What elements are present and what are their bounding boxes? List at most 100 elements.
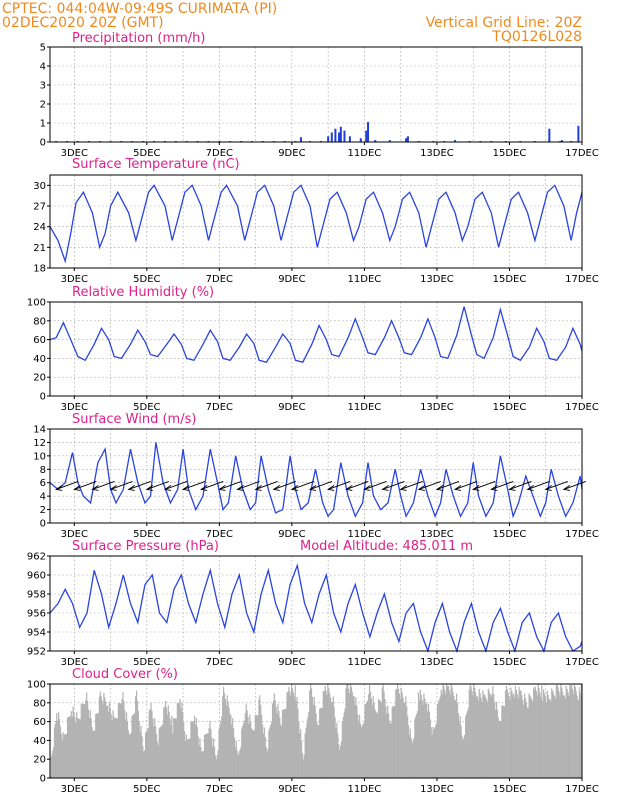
cloud-bar [259, 695, 261, 778]
cloud-bar [278, 710, 280, 778]
cloud-bar [209, 720, 211, 778]
cloud-bar [305, 727, 307, 778]
wind-arrowhead [109, 485, 117, 491]
cloud-bar [545, 702, 547, 778]
cloud-bar [314, 705, 316, 778]
cloud-bar [210, 729, 212, 778]
cloud-bar [332, 696, 334, 778]
cloud-bar [238, 752, 240, 778]
cloud-bar [369, 691, 372, 778]
cloud-bar [538, 688, 540, 778]
cloud-bar [319, 708, 322, 778]
cloud-bar [50, 776, 52, 778]
cloud-bar [102, 704, 104, 778]
cloud-bar [130, 732, 132, 778]
cloud-bar [354, 704, 356, 778]
cloud-bar [296, 696, 298, 778]
cloud-bar [216, 754, 218, 778]
cloud-bar [451, 687, 453, 778]
wind-arrow [291, 481, 315, 490]
cloud-bar [109, 707, 111, 778]
cloud-bar [379, 701, 382, 778]
cloud-bar [381, 687, 383, 778]
pressure-xtick-label: 11DEC [348, 657, 382, 668]
cloud-bar [470, 686, 472, 778]
cloud-bar [222, 695, 224, 778]
cloud-bar [175, 718, 178, 778]
cloud-bar [359, 723, 362, 778]
humidity-xtick-label: 9DEC [278, 402, 305, 413]
precipitation-xtick-label: 13DEC [420, 148, 454, 159]
cloud-bar [211, 737, 213, 778]
wind-arrow [473, 481, 496, 490]
cloud-bar [431, 734, 433, 778]
cloud-bar [265, 746, 267, 778]
cloud-bar [428, 711, 430, 778]
cloud-bar [325, 690, 327, 778]
cloud-bar [81, 703, 83, 778]
cloud-bar [580, 684, 582, 778]
cloud-bar [328, 688, 330, 778]
cloud-bar [72, 706, 74, 778]
cloud-bar [368, 685, 371, 778]
cloud-bar [248, 723, 250, 778]
cloud-bar [149, 709, 151, 778]
cloud-bar [473, 684, 475, 778]
cloud-bar [450, 684, 452, 778]
cloud-bar [360, 727, 362, 778]
cloud-ytick-label: 20 [33, 755, 46, 766]
cloud-bar [307, 717, 309, 778]
cloud-bar [424, 698, 426, 778]
cloud-bar [135, 696, 137, 778]
cloud-bar [104, 697, 106, 778]
cloud-bar [489, 693, 491, 778]
pressure-ytick-label: 954 [27, 628, 46, 639]
cloud-bar [467, 708, 469, 778]
wind-ytick-label: 8 [40, 465, 46, 476]
cloud-bar [205, 733, 207, 778]
cloud-bar [200, 747, 202, 778]
wind-arrowhead [490, 485, 498, 491]
cloud-bar [415, 716, 417, 778]
cloud-bar [237, 755, 239, 778]
cloud-bar [368, 694, 370, 778]
cloud-bar [513, 693, 515, 778]
panel-title-pressure: Surface Pressure (hPa) [72, 539, 219, 554]
cloud-bar [568, 695, 570, 778]
cloud-bar [552, 693, 555, 778]
cloud-bar [270, 724, 272, 778]
cloud-bar [208, 728, 210, 778]
cloud-bar [536, 695, 538, 778]
temperature-xtick-label: 11DEC [348, 274, 382, 285]
cloud-bar [458, 722, 460, 778]
cloud-bar [392, 706, 394, 778]
cloud-bar [430, 727, 432, 778]
precipitation-bar [338, 132, 341, 142]
precipitation-ytick-label: 2 [40, 100, 46, 111]
cloud-bar [141, 735, 143, 778]
wind-xtick-label: 13DEC [420, 529, 454, 540]
wind-arrowhead [562, 485, 571, 491]
wind-xtick-label: 17DEC [565, 529, 599, 540]
cloud-bar [574, 686, 576, 778]
cloud-bar [518, 686, 520, 778]
cloud-bar [284, 708, 286, 778]
precipitation-bar [348, 136, 351, 142]
humidity-xtick-label: 5DEC [133, 402, 160, 413]
cloud-bar [201, 751, 203, 778]
cloud-bar [573, 684, 576, 778]
cloud-bar [202, 751, 204, 778]
precipitation-bar [577, 125, 580, 142]
cloud-bar [298, 720, 300, 778]
cloud-bar [385, 706, 387, 778]
cloud-bar [199, 738, 201, 778]
cloud-bar [258, 699, 260, 778]
cloud-bar [119, 703, 121, 778]
wind-arrow [110, 481, 133, 490]
cloud-bar [504, 706, 506, 778]
cloud-bar [217, 750, 219, 778]
precipitation-ytick-label: 1 [40, 119, 46, 130]
cloud-bar [56, 713, 58, 778]
cloud-bar [442, 684, 444, 778]
cloud-bar [387, 713, 390, 778]
